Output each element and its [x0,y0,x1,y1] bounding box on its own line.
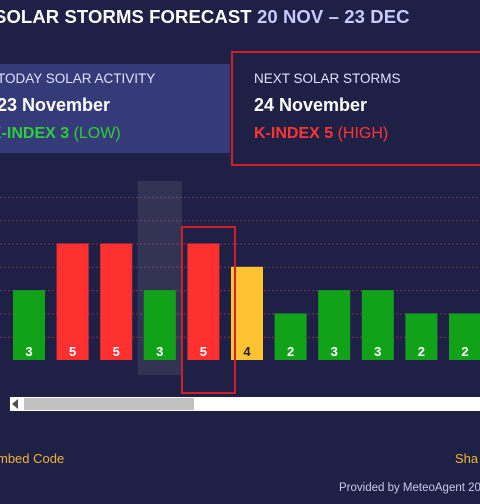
page-title: SOLAR STORMS FORECAST 20 NOV – 23 DEC [0,6,410,28]
bar-value-label: 2 [418,344,425,359]
bar-value-label: 3 [25,344,32,359]
bar-21-nov [56,243,89,360]
next-card-label: NEXT SOLAR STORMS [254,71,401,86]
title-text: SOLAR STORMS FORECAST [0,6,252,27]
bar-value-label: 5 [113,344,120,359]
bar-value-label: 2 [287,344,294,359]
bar-20-nov [13,290,45,360]
next-kindex-level: (HIGH) [337,125,389,142]
next-kindex-value: K-INDEX 5 [254,125,334,142]
bar-29-nov [405,313,438,360]
scroll-left-arrow-icon[interactable] [12,399,18,409]
bar-25-nov [231,266,263,360]
today-card-kindex: K-INDEX 3 (LOW) [0,125,121,143]
bar-30-nov [449,313,480,360]
bar-value-label: 3 [156,344,163,359]
today-kindex-value: K-INDEX 3 [0,125,70,142]
scrollbar-thumb[interactable] [24,398,194,410]
next-storm-bar-highlight-outline [181,226,236,394]
bar-value-label: 3 [374,344,381,359]
next-storm-card[interactable]: NEXT SOLAR STORMS 24 November K-INDEX 5 … [240,64,480,153]
bar-28-nov [361,290,394,360]
share-link[interactable]: Sha [455,451,479,466]
bar-value-label: 5 [69,344,76,359]
provider-credit: Provided by MeteoAgent 202 [339,482,480,494]
date-range: 20 NOV – 23 DEC [256,6,410,27]
kindex-bar-chart: 320 Nov521 Nov522 Nov323 Nov524 Nov425 N… [0,181,480,375]
bar-value-label: 2 [461,344,468,359]
today-card-date: 23 November [0,95,111,115]
bar-23-nov [143,290,176,360]
next-card-date: 24 November [254,95,368,115]
today-card-label: TODAY SOLAR ACTIVITY [0,71,156,86]
bar-value-label: 4 [243,344,251,359]
next-storm-highlight-outline [231,51,480,166]
bar-22-nov [100,243,133,360]
bar-value-label: 5 [200,344,207,359]
today-kindex-level: (LOW) [73,125,121,142]
bar-24-nov [187,243,220,360]
embed-code-link[interactable]: mbed Code [0,451,65,466]
today-activity-card[interactable]: TODAY SOLAR ACTIVITY 23 November K-INDEX… [0,64,230,153]
chart-horizontal-scrollbar[interactable] [10,397,480,411]
next-card-kindex: K-INDEX 5 (HIGH) [254,125,388,143]
bar-26-nov [274,313,307,360]
bar-value-label: 3 [331,344,338,359]
bar-27-nov [318,290,351,360]
